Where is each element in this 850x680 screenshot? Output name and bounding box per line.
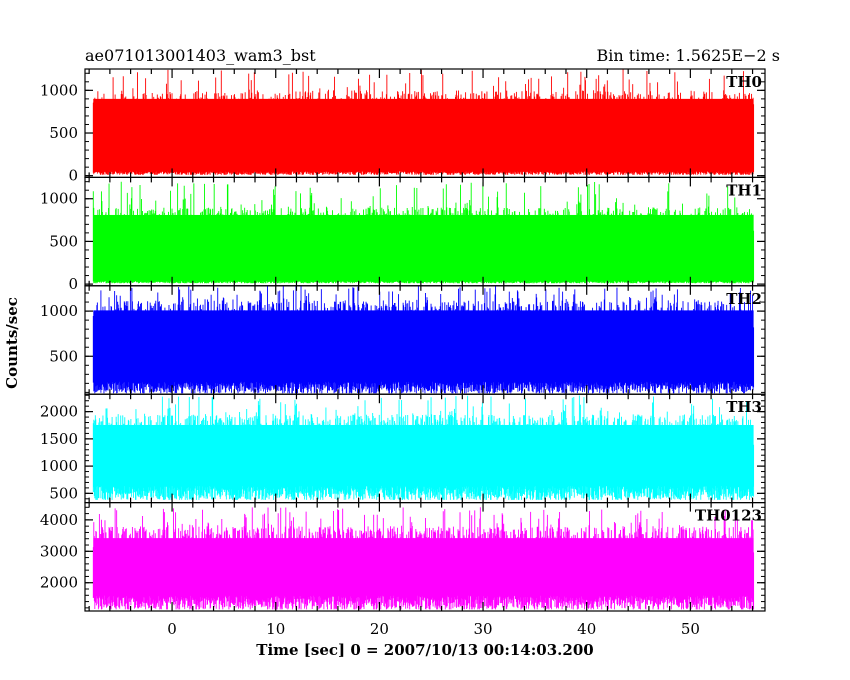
series-line-th0123: [92, 507, 755, 610]
y-tick-label: 0: [68, 167, 78, 185]
panel-name-label: TH0123: [695, 507, 762, 525]
panel-th2: TH2 500 1000: [40, 285, 766, 395]
x-tick-label: 20: [370, 620, 389, 638]
y-tick-label: 500: [49, 232, 78, 250]
panel-th3: TH3 500 1000 1500 2000: [40, 393, 766, 504]
y-tick-label: 500: [49, 347, 78, 365]
y-tick-label: 500: [49, 484, 78, 502]
y-tick-label: 2000: [40, 403, 78, 421]
series-line-th1: [92, 181, 755, 284]
x-tick-label: 40: [577, 620, 596, 638]
panel-name-label: TH2: [726, 290, 762, 308]
panels-group: TH005001000TH105001000TH25001000TH350010…: [40, 68, 766, 638]
series-line-th3: [92, 395, 755, 500]
y-tick-label: 1500: [40, 430, 78, 448]
x-tick-label: 10: [266, 620, 285, 638]
y-tick-label: 0: [68, 275, 78, 293]
panel-th0: TH0 0 500 1000: [40, 68, 766, 185]
y-tick-label: 1000: [40, 302, 78, 320]
y-tick-label: 1000: [40, 190, 78, 208]
bin-time-label: Bin time: 1.5625E−2 s: [597, 46, 780, 65]
y-tick-label: 2000: [40, 574, 78, 592]
y-tick-label: 1000: [40, 457, 78, 475]
panel-th0123: TH0123 2000 3000 4000: [40, 502, 766, 612]
panel-name-label: TH1: [726, 181, 762, 199]
panel-name-label: TH3: [726, 398, 762, 416]
panel-frame: [84, 502, 766, 612]
series-line-th0: [92, 69, 755, 175]
x-tick-label: 30: [474, 620, 493, 638]
series-line-th2: [92, 285, 755, 394]
panel-th1: TH1 0 500 1000: [40, 176, 766, 293]
y-tick-label: 3000: [40, 542, 78, 560]
chart-title: ae071013001403_wam3_bst: [85, 46, 316, 65]
x-tick-label: 0: [167, 620, 177, 638]
y-tick-label: 500: [49, 124, 78, 142]
y-axis-label: Counts/sec: [3, 297, 21, 389]
y-tick-label: 4000: [40, 511, 78, 529]
panel-name-label: TH0: [726, 73, 762, 91]
x-tick-label: 50: [681, 620, 700, 638]
y-tick-label: 1000: [40, 81, 78, 99]
x-axis-label: Time [sec] 0 = 2007/10/13 00:14:03.200: [256, 641, 593, 659]
